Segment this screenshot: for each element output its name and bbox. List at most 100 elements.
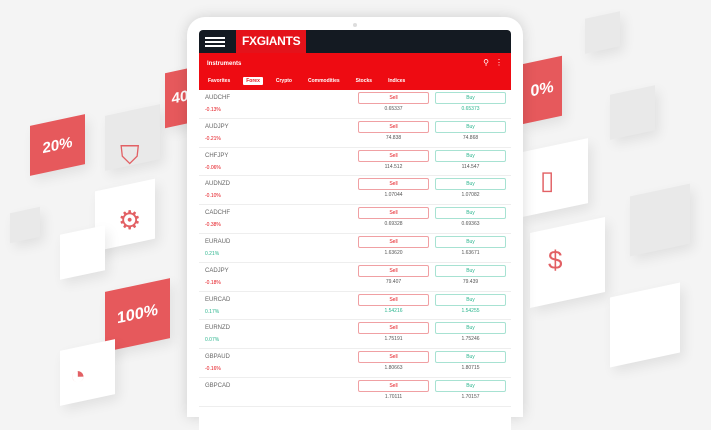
buy-price: 1.63671 [461, 249, 480, 256]
sell-price: 79.407 [385, 278, 402, 285]
change-percent: -0.21% [205, 135, 221, 142]
camera [353, 23, 357, 27]
sell-price: 0.69328 [384, 221, 403, 228]
instrument-row[interactable]: EURNZD 0.07% Sell Buy 1.75191 1.75246 [199, 320, 511, 350]
symbol: AUDJPY [205, 123, 229, 130]
sell-price: 1.80663 [384, 365, 403, 372]
instrument-row[interactable]: AUDCHF -0.13% Sell Buy 0.65337 0.65373 [199, 90, 511, 119]
buy-price: 0.65373 [461, 106, 480, 112]
tablet-frame: FXGIANTS Instruments ⚲ ⋮ Favorites Forex C… [187, 17, 523, 430]
change-percent: -0.06% [205, 164, 221, 171]
header: Instruments ⚲ ⋮ Favorites Forex Crypto Comm… [199, 53, 511, 90]
symbol: AUDNZD [205, 181, 230, 188]
buy-button[interactable]: Buy [435, 92, 506, 104]
sell-button[interactable]: Sell [358, 178, 429, 191]
symbol: AUDCHF [205, 95, 230, 101]
sell-button[interactable]: Sell [358, 264, 429, 277]
symbol: GBPCAD [205, 382, 231, 389]
sell-price: 1.70111 [384, 393, 403, 400]
sell-price: 1.75191 [384, 336, 403, 343]
change-percent: -0.16% [205, 366, 221, 373]
gear-icon: ⚙ [118, 205, 142, 235]
tab-favorites[interactable]: Favorites [208, 78, 231, 84]
change-percent: 0.17% [205, 308, 220, 315]
more-options-icon[interactable]: ⋮ [495, 58, 503, 67]
sell-price: 114.512 [384, 163, 403, 170]
buy-button[interactable]: Buy [435, 235, 506, 248]
sell-button[interactable]: Sell [358, 322, 429, 335]
buy-button[interactable]: Buy [435, 178, 506, 191]
buy-button[interactable]: Buy [435, 120, 506, 133]
change-percent: 0.07% [205, 337, 220, 344]
app-screen: FXGIANTS Instruments ⚲ ⋮ Favorites Forex C… [199, 30, 511, 430]
cube [60, 225, 105, 280]
money-bag-icon: $ [548, 245, 563, 275]
buy-price: 1.75246 [461, 336, 480, 343]
buy-button[interactable]: Buy [435, 293, 506, 306]
symbol: GBPAUD [205, 354, 230, 361]
page-title: Instruments [207, 61, 242, 67]
shield-icon: ⛉ [120, 140, 140, 170]
sell-button[interactable]: Sell [358, 92, 429, 104]
hamburger-menu-icon[interactable] [205, 36, 225, 47]
buy-button[interactable]: Buy [435, 264, 506, 277]
buy-price: 74.868 [462, 134, 479, 141]
logo: FXGIANTS [236, 30, 307, 53]
sell-button[interactable]: Sell [358, 120, 429, 133]
sell-button[interactable]: Sell [358, 149, 429, 162]
tab-stocks[interactable]: Stocks [355, 78, 373, 84]
buy-button[interactable]: Buy [435, 351, 506, 364]
sell-button[interactable]: Sell [358, 379, 429, 392]
phone-chart-icon: ▯ [540, 165, 555, 195]
instrument-row[interactable]: AUDNZD -0.10% Sell Buy 1.07044 1.07082 [199, 176, 511, 206]
piggy-bank-icon: ◔ [70, 360, 86, 390]
instrument-row[interactable]: EURAUD 0.21% Sell Buy 1.63620 1.63671 [199, 234, 511, 263]
sell-button[interactable]: Sell [358, 293, 429, 306]
symbol: EURCAD [205, 296, 231, 303]
instrument-row[interactable]: GBPAUD -0.16% Sell Buy 1.80663 1.80715 [199, 349, 511, 378]
cube [585, 11, 620, 54]
instrument-row[interactable]: EURCAD 0.17% Sell Buy 1.54216 1.54255 [199, 292, 511, 321]
cube [10, 206, 40, 244]
change-percent: 0.21% [205, 250, 220, 257]
instrument-row[interactable]: AUDJPY -0.21% Sell Buy 74.838 74.868 [199, 119, 511, 148]
cube [610, 85, 655, 140]
sell-price: 1.63620 [384, 249, 403, 256]
buy-button[interactable]: Buy [435, 207, 506, 220]
tab-indices[interactable]: Indices [388, 78, 406, 84]
instrument-row[interactable]: CADJPY -0.18% Sell Buy 79.407 79.439 [199, 263, 511, 292]
sell-button[interactable]: Sell [358, 235, 429, 248]
buy-price: 0.69363 [461, 221, 480, 228]
tab-commodities[interactable]: Commodities [307, 78, 340, 84]
instrument-row[interactable]: CHFJPY -0.06% Sell Buy 114.512 114.547 [199, 148, 511, 177]
sell-button[interactable]: Sell [358, 351, 429, 364]
buy-price: 1.54255 [461, 307, 480, 314]
instrument-row[interactable]: CADCHF -0.38% Sell Buy 0.69328 0.69363 [199, 205, 511, 234]
cube [630, 183, 690, 257]
buy-price: 114.547 [461, 163, 480, 170]
sell-price: 1.07044 [384, 192, 403, 199]
symbol: EURNZD [205, 325, 230, 332]
instrument-row[interactable]: GBPCAD Sell Buy 1.70111 1.70157 [199, 378, 511, 407]
buy-price: 79.439 [462, 278, 479, 285]
cube [610, 282, 680, 368]
search-icon[interactable]: ⚲ [483, 58, 489, 67]
change-percent: -0.38% [205, 222, 221, 229]
change-percent: -0.13% [205, 107, 221, 113]
buy-price: 1.07082 [461, 192, 480, 199]
buy-button[interactable]: Buy [435, 322, 506, 335]
tab-crypto[interactable]: Crypto [275, 78, 292, 84]
change-percent: -0.10% [205, 193, 221, 200]
cube [530, 217, 605, 308]
buy-button[interactable]: Buy [435, 379, 506, 392]
sell-price: 74.838 [385, 134, 402, 141]
buy-price: 1.70157 [461, 393, 480, 400]
sell-price: 1.54216 [384, 307, 403, 314]
sell-button[interactable]: Sell [358, 207, 429, 220]
buy-button[interactable]: Buy [435, 149, 506, 162]
category-tabs: Favorites Forex Crypto Commodities Stocks Ind… [205, 77, 408, 85]
top-bar: FXGIANTS [199, 30, 511, 53]
tab-forex[interactable]: Forex [243, 77, 263, 85]
symbol: CADJPY [205, 267, 229, 274]
tile-0: 0% [522, 55, 562, 125]
